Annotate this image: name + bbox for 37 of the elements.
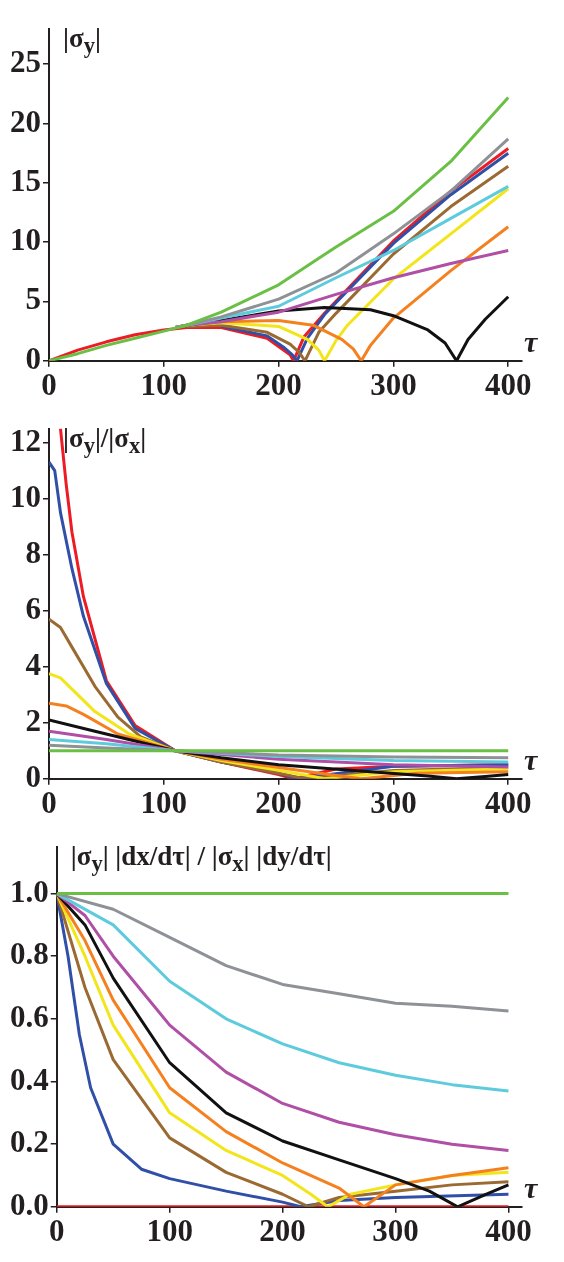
x-tick-label: 400: [484, 367, 532, 403]
y-tick-label: 6: [25, 590, 41, 626]
y-tick-label: 12: [10, 422, 41, 458]
x-axis-title: τ: [524, 742, 538, 776]
y-tick-label: 4: [25, 646, 41, 682]
x-axis-title: τ: [524, 1170, 538, 1204]
x-tick-label: 100: [146, 1213, 193, 1249]
y-tick-label: 1.0: [10, 873, 49, 909]
y-tick-label: 0.8: [10, 936, 49, 972]
y-axis-title: |σ$_{y}$|: [63, 22, 101, 58]
y-tick-label: 0.2: [10, 1124, 49, 1160]
y-tick-label: 25: [10, 44, 41, 80]
y-axis-title: |σ$_{y}$| |dx/dτ| / |σ$_{x}$| |dy/dτ|: [70, 840, 332, 876]
y-tick-label: 2: [25, 702, 41, 738]
x-tick-label: 400: [484, 785, 532, 821]
x-tick-label: 200: [259, 1213, 306, 1249]
x-tick-label: 300: [370, 367, 417, 403]
x-tick-label: 200: [255, 785, 302, 821]
x-tick-label: 300: [372, 1213, 419, 1249]
y-tick-label: 8: [25, 534, 41, 570]
y-tick-label: 15: [10, 162, 41, 198]
y-tick-label: 5: [25, 281, 41, 317]
y-tick-label: 10: [10, 222, 41, 258]
x-tick-label: 200: [255, 367, 302, 403]
y-tick-label: 10: [10, 478, 41, 514]
x-tick-label: 100: [140, 785, 188, 821]
y-tick-label: 0.0: [10, 1186, 49, 1222]
y-axis-title: |σ$_{y}$|/|σ$_{x}$|: [63, 422, 147, 458]
y-tick-label: 0.4: [10, 1061, 49, 1097]
y-tick-label: 0: [25, 340, 41, 376]
x-tick-label: 400: [485, 1213, 532, 1249]
x-tick-label: 300: [370, 785, 417, 821]
y-tick-label: 0: [25, 758, 41, 794]
x-axis-title: τ: [524, 324, 538, 358]
y-tick-label: 0.6: [10, 998, 49, 1034]
y-tick-label: 20: [10, 103, 41, 139]
x-tick-label: 100: [140, 367, 188, 403]
